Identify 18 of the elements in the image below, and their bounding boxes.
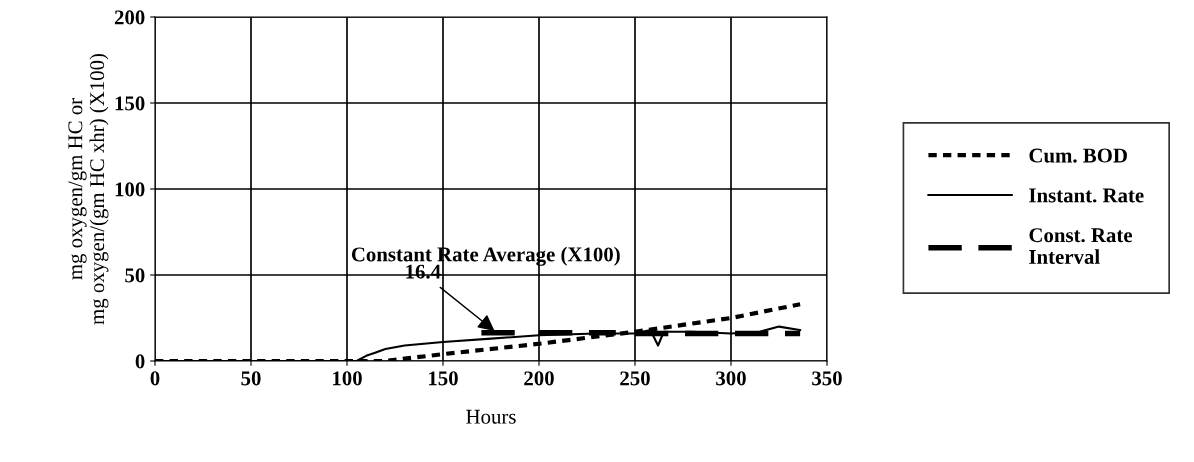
x-axis-title: Hours — [466, 409, 516, 424]
x-tick-label: 150 — [429, 371, 458, 386]
x-tick-label: 200 — [524, 371, 554, 386]
y-tick-label: 150 — [115, 96, 145, 111]
x-tick-label: 100 — [333, 371, 362, 386]
x-tick-label: 50 — [241, 371, 261, 386]
legend-label: Instant. Rate — [1029, 188, 1144, 203]
y-tick-label: 200 — [114, 10, 145, 25]
legend-label: Cum. BOD — [1029, 148, 1127, 163]
x-tick-label: 250 — [620, 371, 650, 386]
y-tick-label: 50 — [125, 268, 145, 283]
x-tick-label: 0 — [150, 371, 160, 386]
legend-label: Const. Rate Interval — [1029, 228, 1133, 264]
y-tick-label: 0 — [135, 354, 145, 369]
x-tick-label: 350 — [812, 371, 842, 386]
y-axis-title: mg oxygen/gm HC or mg oxygen/(gm HC xhr) (X100) — [68, 53, 109, 325]
x-tick-label: 300 — [716, 371, 746, 386]
y-tick-label: 100 — [115, 182, 145, 197]
